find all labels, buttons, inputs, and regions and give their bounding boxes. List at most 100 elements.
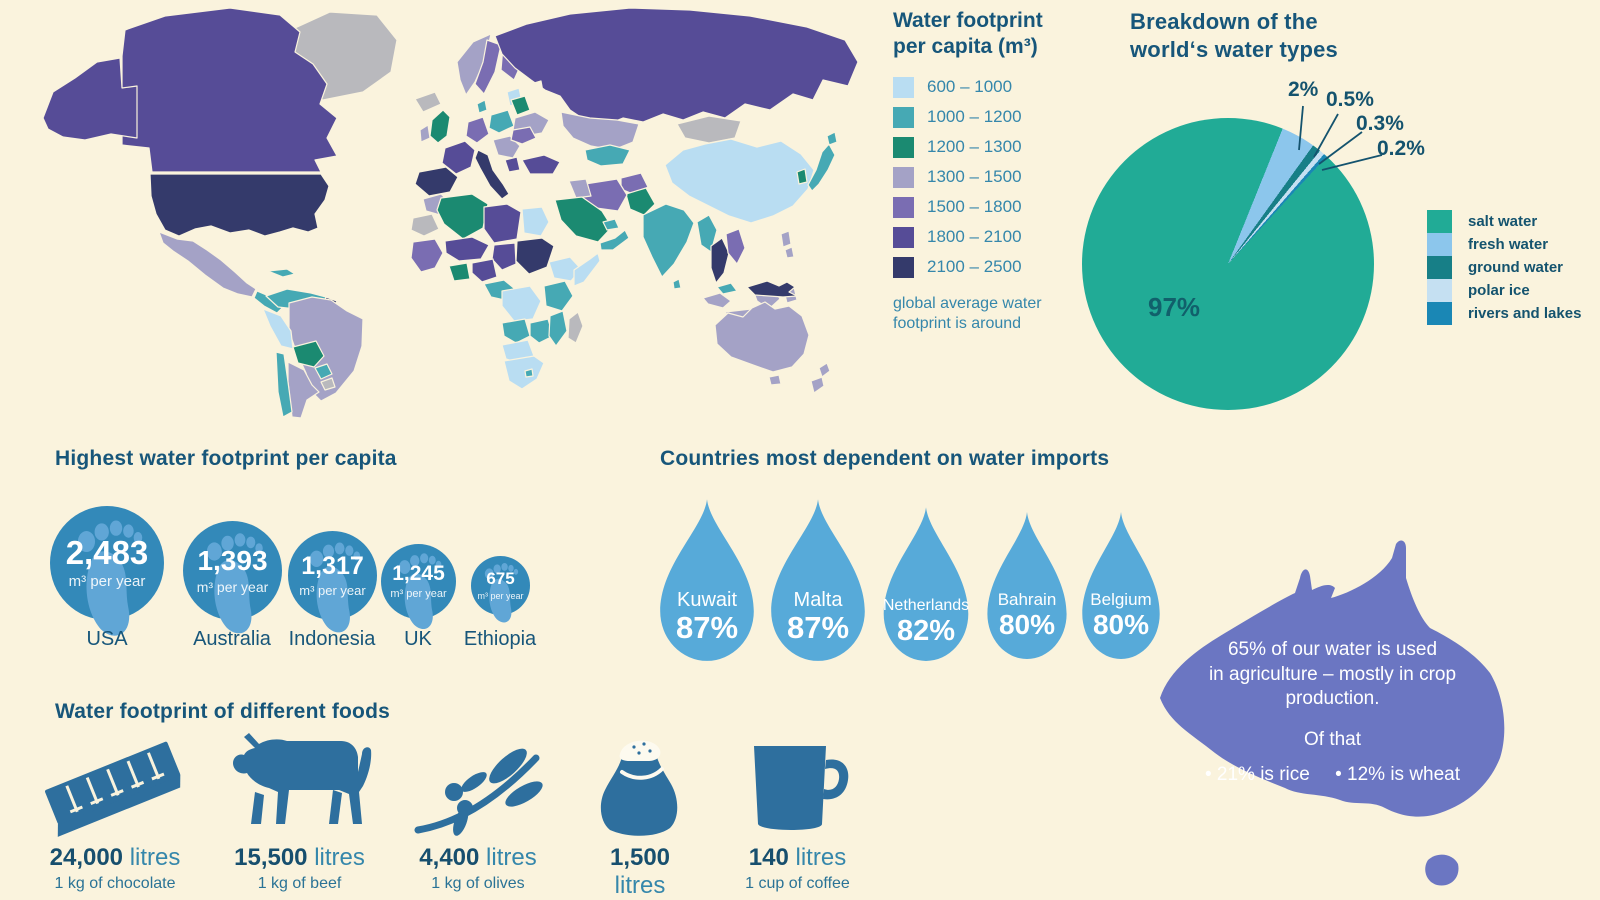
legend-swatch bbox=[893, 226, 914, 248]
pie-legend-row: fresh water bbox=[1427, 233, 1581, 256]
country-chad bbox=[491, 242, 517, 271]
country-korea bbox=[796, 168, 808, 185]
food-amount: 4,400 bbox=[419, 844, 480, 871]
region-laos-vietnam bbox=[725, 228, 746, 265]
footprint-unit: m³ per year bbox=[477, 591, 524, 601]
pie-callout-fresh-water: 2% bbox=[1288, 78, 1319, 101]
legend-row: 2100 – 2500 bbox=[893, 256, 1068, 278]
country-cuba bbox=[267, 268, 296, 278]
region-senegal-guinea bbox=[410, 238, 444, 273]
drop-country: Netherlands bbox=[882, 597, 970, 615]
footprint-circle-uk: 1,245 m³ per year bbox=[381, 544, 456, 630]
region-niger-mali bbox=[444, 236, 490, 262]
legend-row: 1800 – 2100 bbox=[893, 226, 1068, 248]
legend-label: 1300 – 1500 bbox=[927, 167, 1022, 186]
food-label: 1 kg of olives bbox=[431, 875, 525, 892]
country-france bbox=[441, 140, 476, 175]
australia-fact-text: 65% of our water is used in agriculture … bbox=[1190, 638, 1475, 787]
country-thailand bbox=[710, 237, 730, 284]
fact-line2: in agriculture – mostly in crop bbox=[1208, 663, 1457, 685]
legend-label: 1200 – 1300 bbox=[927, 137, 1022, 156]
footprint-value: 1,393 bbox=[197, 544, 268, 576]
pie-legend-row: salt water bbox=[1427, 210, 1581, 233]
drop-percent: 82% bbox=[896, 614, 956, 647]
food-amount: 15,500 bbox=[234, 844, 308, 871]
legend-swatch bbox=[893, 106, 914, 128]
country-mexico bbox=[158, 231, 257, 298]
food-item-coffee: 140 litres 1 cup of coffee bbox=[740, 730, 855, 893]
pie-legend-swatch bbox=[1427, 302, 1452, 325]
drop-percent: 87% bbox=[786, 609, 850, 645]
pie-legend: salt water fresh water ground water pola… bbox=[1427, 210, 1581, 325]
food-label: 1 kg of chocolate bbox=[54, 875, 176, 892]
import-drop-belgium: Belgium 80% bbox=[1078, 510, 1164, 660]
country-new-zealand bbox=[810, 362, 831, 394]
region-yemen-oman bbox=[599, 229, 630, 251]
country-malaysia bbox=[716, 282, 738, 295]
region-kenya-tanzania bbox=[543, 280, 574, 312]
food-amount: 140 bbox=[748, 844, 789, 871]
footprint-country-usa: USA bbox=[86, 628, 128, 650]
drop-text: Netherlands 82% bbox=[879, 505, 973, 662]
food-value: 24,000 litres bbox=[40, 844, 190, 872]
map-legend-title-line1: Water footprint bbox=[893, 9, 1043, 32]
footprint-unit: m³ per year bbox=[196, 578, 269, 595]
country-madagascar bbox=[567, 311, 584, 344]
drop-country: Belgium bbox=[1090, 590, 1152, 610]
legend-row: 1300 – 1500 bbox=[893, 166, 1068, 188]
pie-label-salt-water: 97% bbox=[1148, 292, 1201, 322]
legend-swatch bbox=[893, 76, 914, 98]
country-greece bbox=[504, 156, 521, 173]
country-saudi-arabia bbox=[554, 196, 613, 243]
import-drop-netherlands: Netherlands 82% bbox=[879, 505, 973, 662]
country-philippines bbox=[780, 230, 795, 259]
australia-fact-block: 65% of our water is used in agriculture … bbox=[1130, 538, 1530, 898]
pie-callout-polar-ice: 0.3% bbox=[1356, 112, 1404, 135]
food-unit: litres bbox=[614, 872, 666, 899]
country-india bbox=[642, 203, 695, 278]
country-belarus bbox=[510, 95, 531, 116]
pie-legend-row: rivers and lakes bbox=[1427, 302, 1581, 325]
fact-line3: production. bbox=[1285, 688, 1380, 710]
country-libya bbox=[483, 203, 522, 244]
drop-text: Belgium 80% bbox=[1078, 510, 1164, 660]
pie-legend-swatch bbox=[1427, 233, 1452, 256]
country-lesotho bbox=[524, 368, 534, 378]
map-legend-title: Water footprint per capita (m³) bbox=[893, 8, 1068, 61]
drop-text: Bahrain 80% bbox=[983, 510, 1071, 660]
footprint-circle-indonesia: 1,317 m³ per year bbox=[288, 531, 377, 632]
pie-legend-swatch bbox=[1427, 256, 1452, 279]
note-line1: global average water bbox=[893, 294, 1042, 312]
country-iceland bbox=[414, 91, 442, 113]
drop-percent: 80% bbox=[1092, 608, 1150, 640]
food-value: 4,400 litres bbox=[408, 844, 548, 872]
pie-legend-row: polar ice bbox=[1427, 279, 1581, 302]
country-turkey bbox=[521, 154, 561, 175]
country-algeria bbox=[436, 193, 489, 240]
food-item-olives: 4,400 litres 1 kg of olives bbox=[408, 730, 548, 893]
drop-text: Kuwait 87% bbox=[655, 497, 759, 662]
import-drop-bahrain: Bahrain 80% bbox=[983, 510, 1071, 660]
country-chile bbox=[275, 351, 293, 418]
footprint-value: 2,483 bbox=[65, 534, 149, 571]
map-legend: Water footprint per capita (m³) 600 – 10… bbox=[893, 8, 1068, 337]
legend-row: 1500 – 1800 bbox=[893, 196, 1068, 218]
country-china bbox=[664, 138, 815, 224]
footprint-unit: m³ per year bbox=[299, 582, 366, 598]
pie-legend-label: rivers and lakes bbox=[1468, 305, 1582, 322]
footprint-country-indonesia: Indonesia bbox=[288, 628, 376, 650]
island-sumatra bbox=[702, 292, 732, 309]
footprint-unit: m³ per year bbox=[390, 588, 447, 600]
australia-silhouette bbox=[1160, 540, 1505, 886]
country-mozambique bbox=[548, 310, 568, 347]
country-kazakhstan bbox=[560, 111, 640, 151]
pie-legend-label: salt water bbox=[1468, 213, 1538, 230]
food-unit: litres bbox=[795, 844, 847, 871]
country-angola bbox=[501, 318, 531, 344]
country-italy bbox=[474, 149, 510, 200]
fact-bullet-wheat: • 12% is wheat bbox=[1335, 763, 1461, 785]
chocolate-icon bbox=[40, 730, 190, 838]
country-myanmar bbox=[696, 214, 718, 253]
legend-row: 600 – 1000 bbox=[893, 76, 1068, 98]
